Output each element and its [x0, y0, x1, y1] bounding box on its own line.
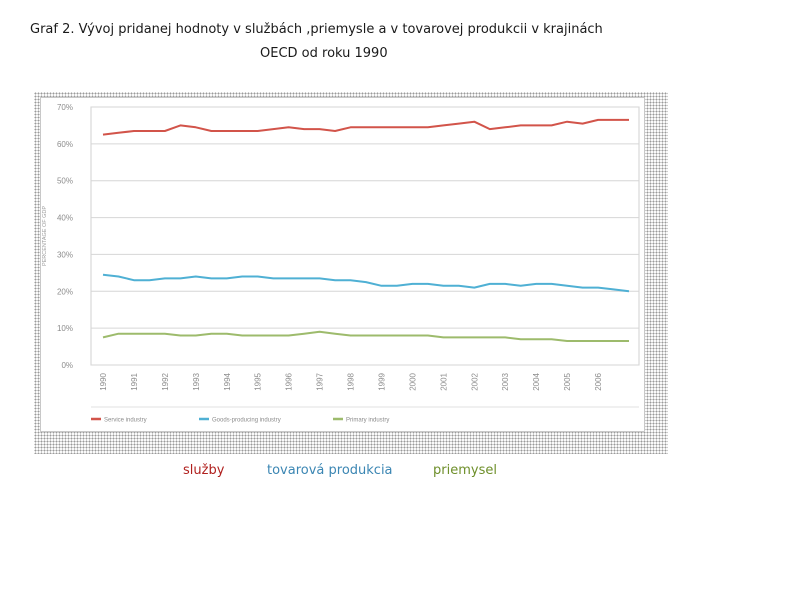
series-line-3: [102, 330, 629, 342]
x-tick-label: 2004: [532, 372, 541, 390]
y-tick-label: 10%: [57, 324, 73, 333]
y-tick-label: 70%: [57, 103, 73, 112]
chart-title-line2: OECD od roku 1990: [260, 46, 388, 61]
x-tick-label: 1997: [316, 372, 325, 390]
x-tick-label: 1994: [223, 372, 232, 390]
y-tick-label: 0%: [61, 361, 73, 370]
legend-label: Service industry: [104, 418, 147, 424]
x-tick-label: 1992: [161, 372, 170, 390]
legend-label-sluzby: služby: [183, 463, 225, 478]
series-line-2: [102, 273, 630, 293]
x-tick-label: 2006: [594, 372, 603, 390]
x-tick-label: 1995: [254, 372, 263, 390]
y-tick-label: 30%: [57, 250, 73, 259]
y-tick-label: 50%: [57, 177, 73, 186]
x-tick-label: 2001: [439, 372, 448, 390]
chart-card: 0% 10% 20% 30% 40% 50% 60% 70% PERCENTAGE OF GDP…: [40, 97, 645, 432]
y-tick-label: 60%: [57, 140, 73, 149]
series-line-1: [102, 118, 629, 136]
x-tick-label: 2005: [563, 372, 572, 390]
y-tick-label: 20%: [57, 287, 73, 296]
chart-svg: 0% 10% 20% 30% 40% 50% 60% 70% PERCENTAGE OF GDP…: [42, 103, 640, 424]
legend-label: Goods-producing industry: [212, 418, 281, 424]
legend-label-priemysel: priemysel: [433, 463, 497, 478]
x-tick-label: 2000: [408, 372, 417, 390]
x-tick-label: 1991: [130, 372, 139, 390]
x-tick-label: 2002: [470, 372, 479, 390]
x-tick-label: 1993: [192, 372, 201, 390]
x-tick-label: 1996: [285, 372, 294, 390]
legend-label: Primary industry: [346, 418, 389, 424]
y-tick-label: 40%: [57, 214, 73, 223]
x-tick-label: 1998: [347, 372, 356, 390]
y-axis-label: PERCENTAGE OF GDP: [42, 206, 48, 266]
x-tick-label: 1990: [99, 372, 108, 390]
chart-title-line1: Graf 2. Vývoj pridanej hodnoty v službác…: [30, 22, 603, 37]
legend-label-tovarova-produkcia: tovarová produkcia: [267, 463, 393, 478]
x-tick-label: 1999: [377, 372, 386, 390]
plot-area: [90, 106, 640, 366]
x-tick-label: 2003: [501, 372, 510, 390]
